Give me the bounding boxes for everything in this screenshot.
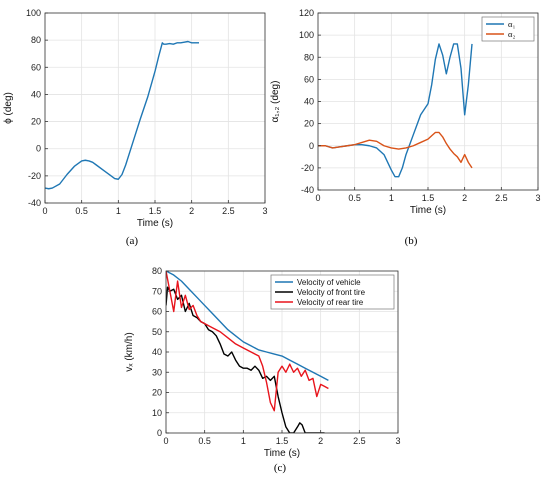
y-tick-label: 60 (304, 74, 314, 84)
y-tick-label: 80 (152, 266, 162, 276)
x-tick-label: 0.5 (75, 206, 88, 216)
chart-b: 0 0.5 1 1.5 2 2.5 3 -40 -20 0 20 40 60 80 100 120 Time (… (270, 8, 541, 247)
y-tick-label: 40 (152, 347, 162, 357)
x-tick-label: 1 (116, 206, 121, 216)
y-tick-label: -40 (301, 185, 314, 195)
y-tick-label: 20 (31, 117, 41, 127)
figure-caption: (c) (274, 462, 287, 474)
y-tick-label: 100 (26, 8, 41, 18)
x-tick-label: 2 (189, 206, 194, 216)
x-tick-label: 2.5 (222, 206, 235, 216)
y-tick-label: -40 (28, 198, 41, 208)
y-tick-label: 40 (304, 97, 314, 107)
x-tick-label: 1.5 (149, 206, 162, 216)
y-tick-label: -20 (28, 171, 41, 181)
x-tick-label: 0 (42, 206, 47, 216)
x-tick-label: 0 (315, 193, 320, 203)
x-tick-label: 3 (535, 193, 540, 203)
x-tick-label: 2 (462, 193, 467, 203)
legend-label: Velocity of rear tire (297, 298, 364, 307)
y-tick-label: 10 (152, 408, 162, 418)
x-axis-label: Time (s) (137, 218, 173, 229)
x-tick-label: 0.5 (348, 193, 361, 203)
y-tick-label: 120 (299, 8, 314, 18)
y-tick-label: 60 (152, 307, 162, 317)
x-axis-label: Time (s) (410, 205, 446, 216)
x-tick-label: 1.5 (276, 436, 289, 446)
x-tick-label: 1 (389, 193, 394, 203)
figure-caption: (a) (126, 235, 139, 247)
legend-label: α₁ (508, 19, 515, 29)
x-tick-label: 2 (318, 436, 323, 446)
x-tick-label: 2.5 (353, 436, 366, 446)
x-axis-label: Time (s) (264, 448, 300, 459)
y-tick-label: 100 (299, 30, 314, 40)
x-tick-label: 1 (241, 436, 246, 446)
y-tick-label: 40 (31, 89, 41, 99)
y-tick-label: 70 (152, 286, 162, 296)
x-tick-label: 0.5 (198, 436, 211, 446)
y-tick-label: 0 (157, 428, 162, 438)
y-tick-label: 0 (309, 141, 314, 151)
y-tick-label: 20 (152, 388, 162, 398)
legend-label: α₂ (508, 29, 515, 39)
y-axis-label: vₓ (km/h) (124, 332, 135, 371)
y-tick-label: 20 (304, 119, 314, 129)
y-axis-label: α₁,₂ (deg) (270, 81, 281, 123)
x-tick-label: 0 (163, 436, 168, 446)
y-tick-label: 80 (31, 35, 41, 45)
x-tick-label: 3 (395, 436, 400, 446)
y-axis-label: ϕ (deg) (3, 92, 14, 124)
y-tick-label: 60 (31, 62, 41, 72)
y-tick-label: -20 (301, 163, 314, 173)
x-tick-label: 1.5 (422, 193, 435, 203)
x-tick-label: 3 (262, 206, 267, 216)
figure-caption: (b) (405, 235, 418, 247)
y-tick-label: 0 (36, 144, 41, 154)
chart-a: 0 0.5 1 1.5 2 2.5 3 -40 -20 0 20 40 60 80 100 Time (s) ϕ… (3, 8, 268, 247)
y-tick-label: 30 (152, 367, 162, 377)
y-tick-label: 50 (152, 327, 162, 337)
y-tick-label: 80 (304, 52, 314, 62)
legend-label: Velocity of vehicle (297, 278, 361, 287)
legend-label: Velocity of front tire (297, 288, 366, 297)
x-tick-label: 2.5 (495, 193, 508, 203)
